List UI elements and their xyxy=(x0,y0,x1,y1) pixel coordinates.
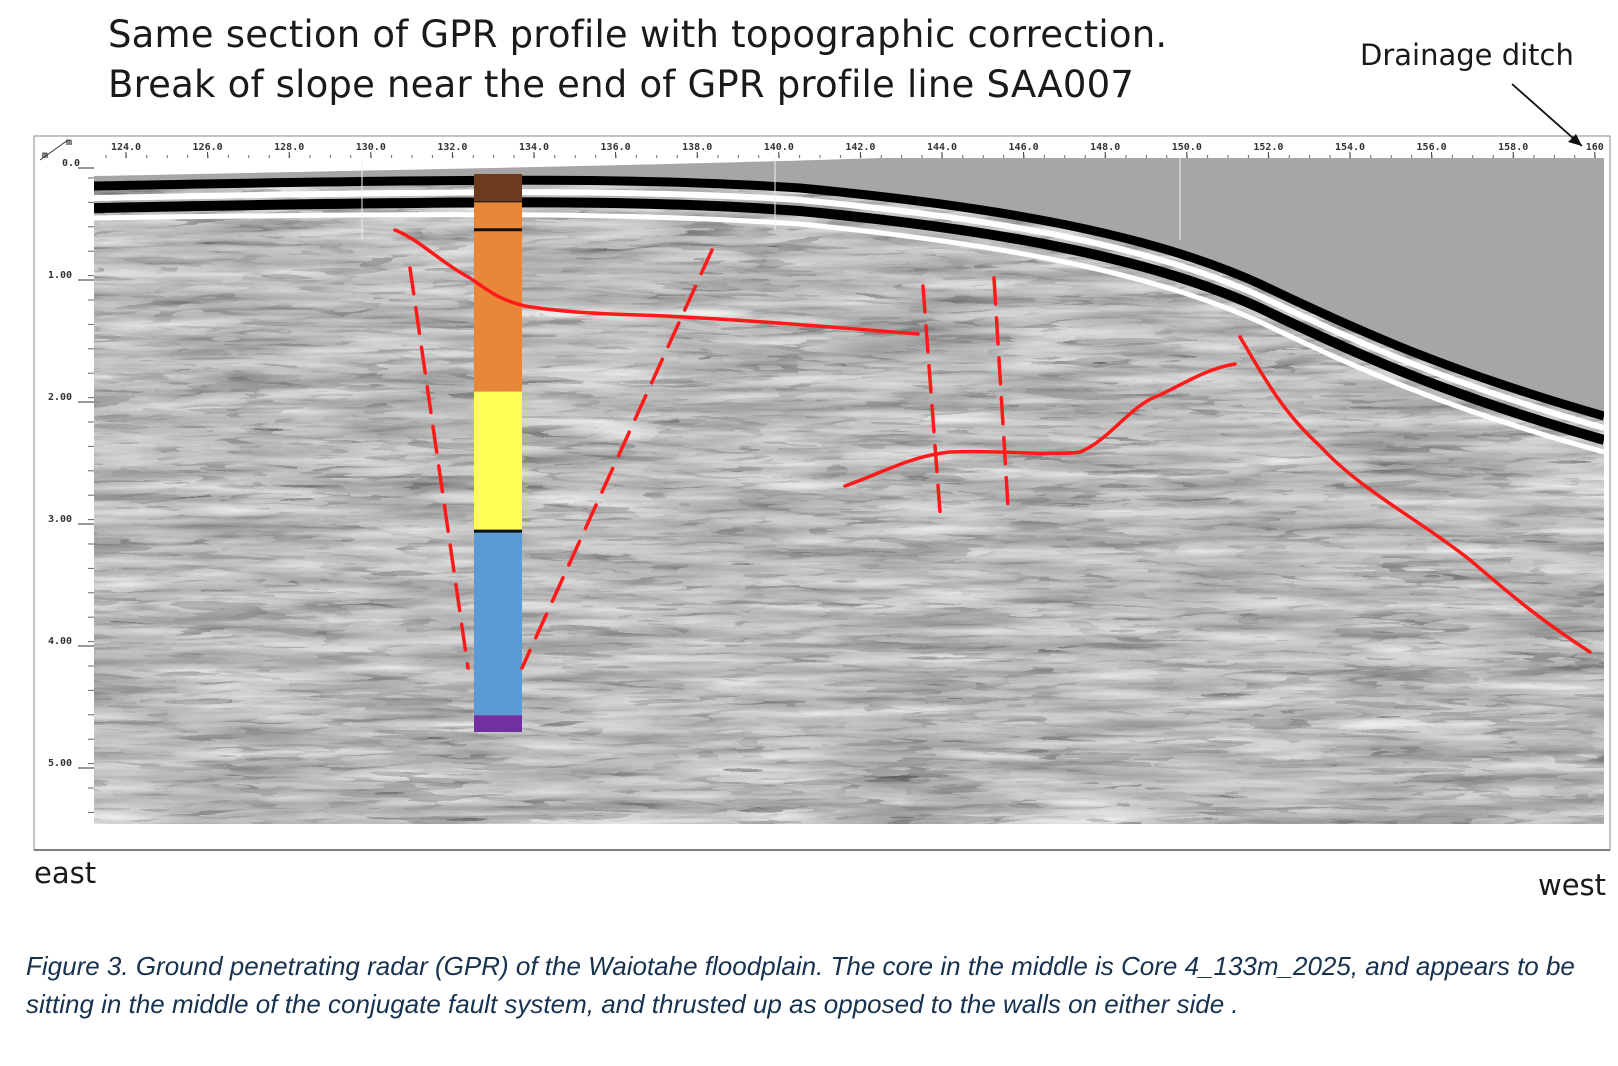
drainage-ditch-arrow xyxy=(1511,83,1583,147)
air-region xyxy=(94,158,1604,414)
x-tick-label: 132.0 xyxy=(437,142,467,153)
sediment-core-column xyxy=(474,174,522,732)
x-tick-label: 134.0 xyxy=(519,142,549,153)
x-tick-label: 144.0 xyxy=(927,142,957,153)
x-tick-label: 124.0 xyxy=(111,142,141,153)
x-axis-unit: m xyxy=(66,137,72,148)
air-region-white xyxy=(94,158,880,176)
core-unit xyxy=(474,201,522,230)
y-tick-label: 5.00 xyxy=(48,758,72,769)
x-axis: 124.0 126.0 128.0 130.0 132.0 134.0 136.0 138.0… xyxy=(105,142,1604,158)
x-tick-label: 154.0 xyxy=(1335,142,1365,153)
lower-reflector-line xyxy=(843,362,1237,488)
x-tick-label: 140.0 xyxy=(764,142,794,153)
core-unit xyxy=(474,229,522,392)
title-line-1: Same section of GPR profile with topogra… xyxy=(108,13,1168,56)
title-line-2: Break of slope near the end of GPR profi… xyxy=(108,63,1135,106)
x-tick-label: 130.0 xyxy=(356,142,386,153)
figure-caption: Figure 3. Ground penetrating radar (GPR)… xyxy=(26,951,1575,1019)
interpretation-overlay xyxy=(393,228,1592,670)
drainage-ditch-label: Drainage ditch xyxy=(1360,38,1574,72)
upper-reflector-line xyxy=(393,228,920,336)
y-tick-label: 1.00 xyxy=(48,270,72,281)
core-unit xyxy=(474,391,522,532)
y-tick-label: 0.0 xyxy=(62,158,80,169)
dipping-reflector-line xyxy=(1238,335,1592,654)
x-tick-label: 160 xyxy=(1586,142,1604,153)
title-block: Same section of GPR profile with topogra… xyxy=(108,10,1167,110)
x-tick-label: 126.0 xyxy=(193,142,223,153)
x-tick-label: 138.0 xyxy=(682,142,712,153)
west-orientation-label: west xyxy=(1538,868,1607,902)
y-tick-label: 4.00 xyxy=(48,636,72,647)
x-tick-label: 146.0 xyxy=(1009,142,1039,153)
fault-line-2 xyxy=(520,248,714,670)
x-tick-label: 128.0 xyxy=(274,142,304,153)
x-tick-label: 148.0 xyxy=(1090,142,1120,153)
x-tick-label: 152.0 xyxy=(1253,142,1283,153)
fault-line-1 xyxy=(408,266,470,670)
x-tick-label: 136.0 xyxy=(601,142,631,153)
radargram xyxy=(94,158,1604,824)
y-tick-label: 3.00 xyxy=(48,514,72,525)
y-axis-unit: m xyxy=(42,150,48,161)
x-tick-label: 156.0 xyxy=(1417,142,1447,153)
y-axis: 0.0 1.00 2.00 3.00 4.00 5.00 xyxy=(48,158,94,813)
east-orientation-label: east xyxy=(34,856,97,890)
core-unit xyxy=(474,715,522,732)
axis-unit-divider xyxy=(39,139,69,161)
y-tick-label: 2.00 xyxy=(48,392,72,403)
core-unit xyxy=(474,174,522,202)
x-tick-label: 158.0 xyxy=(1498,142,1528,153)
core-unit xyxy=(474,531,522,716)
x-tick-label: 150.0 xyxy=(1172,142,1202,153)
x-tick-label: 142.0 xyxy=(845,142,875,153)
